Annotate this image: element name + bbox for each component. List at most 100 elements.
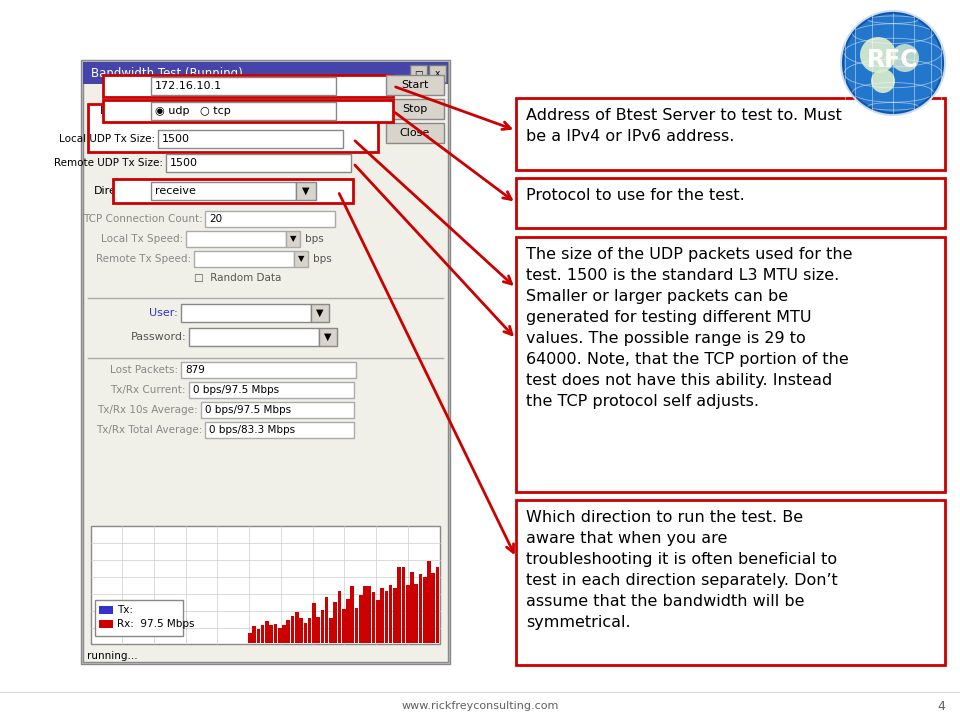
Text: ▼: ▼: [302, 186, 310, 196]
Text: bps: bps: [305, 234, 324, 244]
Text: Which direction to run the test. Be
aware that when you are
troubleshooting it i: Which direction to run the test. Be awar…: [526, 510, 838, 630]
Bar: [393, 588, 396, 643]
Bar: [376, 600, 379, 643]
Text: 20: 20: [209, 214, 222, 224]
Bar: [91, 526, 440, 644]
Bar: [113, 179, 353, 203]
Bar: [386, 99, 444, 119]
Bar: [189, 382, 354, 398]
Bar: [300, 618, 302, 643]
Bar: [99, 620, 113, 628]
Text: Close: Close: [400, 128, 430, 138]
Text: TCP Connection Count:: TCP Connection Count:: [84, 214, 203, 224]
Text: ▼: ▼: [290, 235, 297, 243]
Text: □: □: [414, 70, 422, 78]
Bar: [333, 602, 337, 643]
Bar: [81, 60, 450, 664]
Text: Bandwidth Test (Running): Bandwidth Test (Running): [91, 66, 243, 79]
Bar: [158, 130, 343, 148]
Text: Remote Tx Speed:: Remote Tx Speed:: [96, 254, 191, 264]
Circle shape: [891, 44, 919, 72]
Bar: [350, 586, 354, 643]
Text: Direction:: Direction:: [94, 186, 148, 196]
Bar: [427, 561, 431, 643]
Text: Rx:  97.5 Mbps: Rx: 97.5 Mbps: [117, 619, 195, 629]
Bar: [83, 62, 448, 662]
Bar: [419, 575, 422, 643]
Bar: [372, 592, 375, 643]
Bar: [151, 182, 296, 200]
Bar: [181, 362, 356, 378]
Text: Lost Packets:: Lost Packets:: [109, 365, 178, 375]
Bar: [99, 606, 113, 614]
Bar: [103, 100, 393, 122]
Text: ◉ udp   ○ tcp: ◉ udp ○ tcp: [155, 106, 230, 116]
Text: Password:: Password:: [131, 332, 186, 342]
Bar: [181, 304, 311, 322]
Bar: [397, 567, 401, 643]
Bar: [303, 623, 307, 643]
Bar: [516, 98, 945, 170]
Bar: [319, 328, 337, 346]
Bar: [389, 585, 393, 643]
Bar: [274, 624, 277, 643]
Bar: [282, 625, 286, 643]
Text: 1500: 1500: [162, 134, 190, 144]
Text: x: x: [434, 70, 440, 78]
Bar: [205, 422, 354, 438]
Text: 0 bps/97.5 Mbps: 0 bps/97.5 Mbps: [205, 405, 291, 415]
Bar: [380, 588, 384, 643]
Text: 879: 879: [185, 365, 204, 375]
Bar: [423, 577, 426, 643]
Text: Remote UDP Tx Size:: Remote UDP Tx Size:: [54, 158, 163, 168]
Bar: [151, 102, 336, 120]
Text: RFC: RFC: [867, 48, 919, 72]
Bar: [342, 609, 346, 643]
Bar: [201, 402, 354, 418]
Text: □  Random Data: □ Random Data: [194, 273, 281, 283]
Text: 0 bps/83.3 Mbps: 0 bps/83.3 Mbps: [209, 425, 295, 435]
Bar: [194, 251, 294, 267]
Bar: [252, 626, 256, 643]
Bar: [363, 585, 367, 643]
Bar: [311, 304, 329, 322]
Bar: [83, 62, 448, 84]
Bar: [151, 77, 336, 95]
Bar: [291, 616, 295, 643]
Bar: [248, 634, 252, 643]
Text: 172.16.10.1: 172.16.10.1: [155, 81, 222, 91]
Bar: [261, 625, 264, 643]
Text: Tx/Rx Total Average:: Tx/Rx Total Average:: [96, 425, 202, 435]
Bar: [296, 182, 316, 200]
Bar: [354, 608, 358, 643]
Bar: [516, 237, 945, 492]
Text: www.rickfreyconsulting.com: www.rickfreyconsulting.com: [401, 701, 559, 711]
Circle shape: [871, 69, 895, 93]
Circle shape: [843, 13, 943, 113]
Circle shape: [840, 10, 946, 116]
Bar: [295, 612, 299, 643]
Bar: [386, 75, 444, 95]
Bar: [277, 629, 281, 643]
Bar: [338, 591, 341, 643]
Bar: [436, 567, 440, 643]
Bar: [410, 65, 427, 82]
Bar: [265, 621, 269, 643]
Bar: [368, 586, 372, 643]
Text: Stop: Stop: [402, 104, 427, 114]
Bar: [294, 251, 308, 267]
Bar: [316, 617, 320, 643]
Bar: [95, 600, 183, 636]
Text: running...: running...: [87, 651, 137, 661]
Text: User:: User:: [149, 308, 178, 318]
Text: receive: receive: [155, 186, 196, 196]
Text: ▼: ▼: [324, 332, 332, 342]
Bar: [308, 618, 311, 643]
Bar: [415, 584, 418, 643]
Bar: [386, 123, 444, 143]
Text: Tx:: Tx:: [117, 605, 133, 615]
Bar: [256, 629, 260, 643]
Text: Start: Start: [401, 80, 429, 90]
Text: ▼: ▼: [316, 308, 324, 318]
Bar: [347, 598, 349, 643]
